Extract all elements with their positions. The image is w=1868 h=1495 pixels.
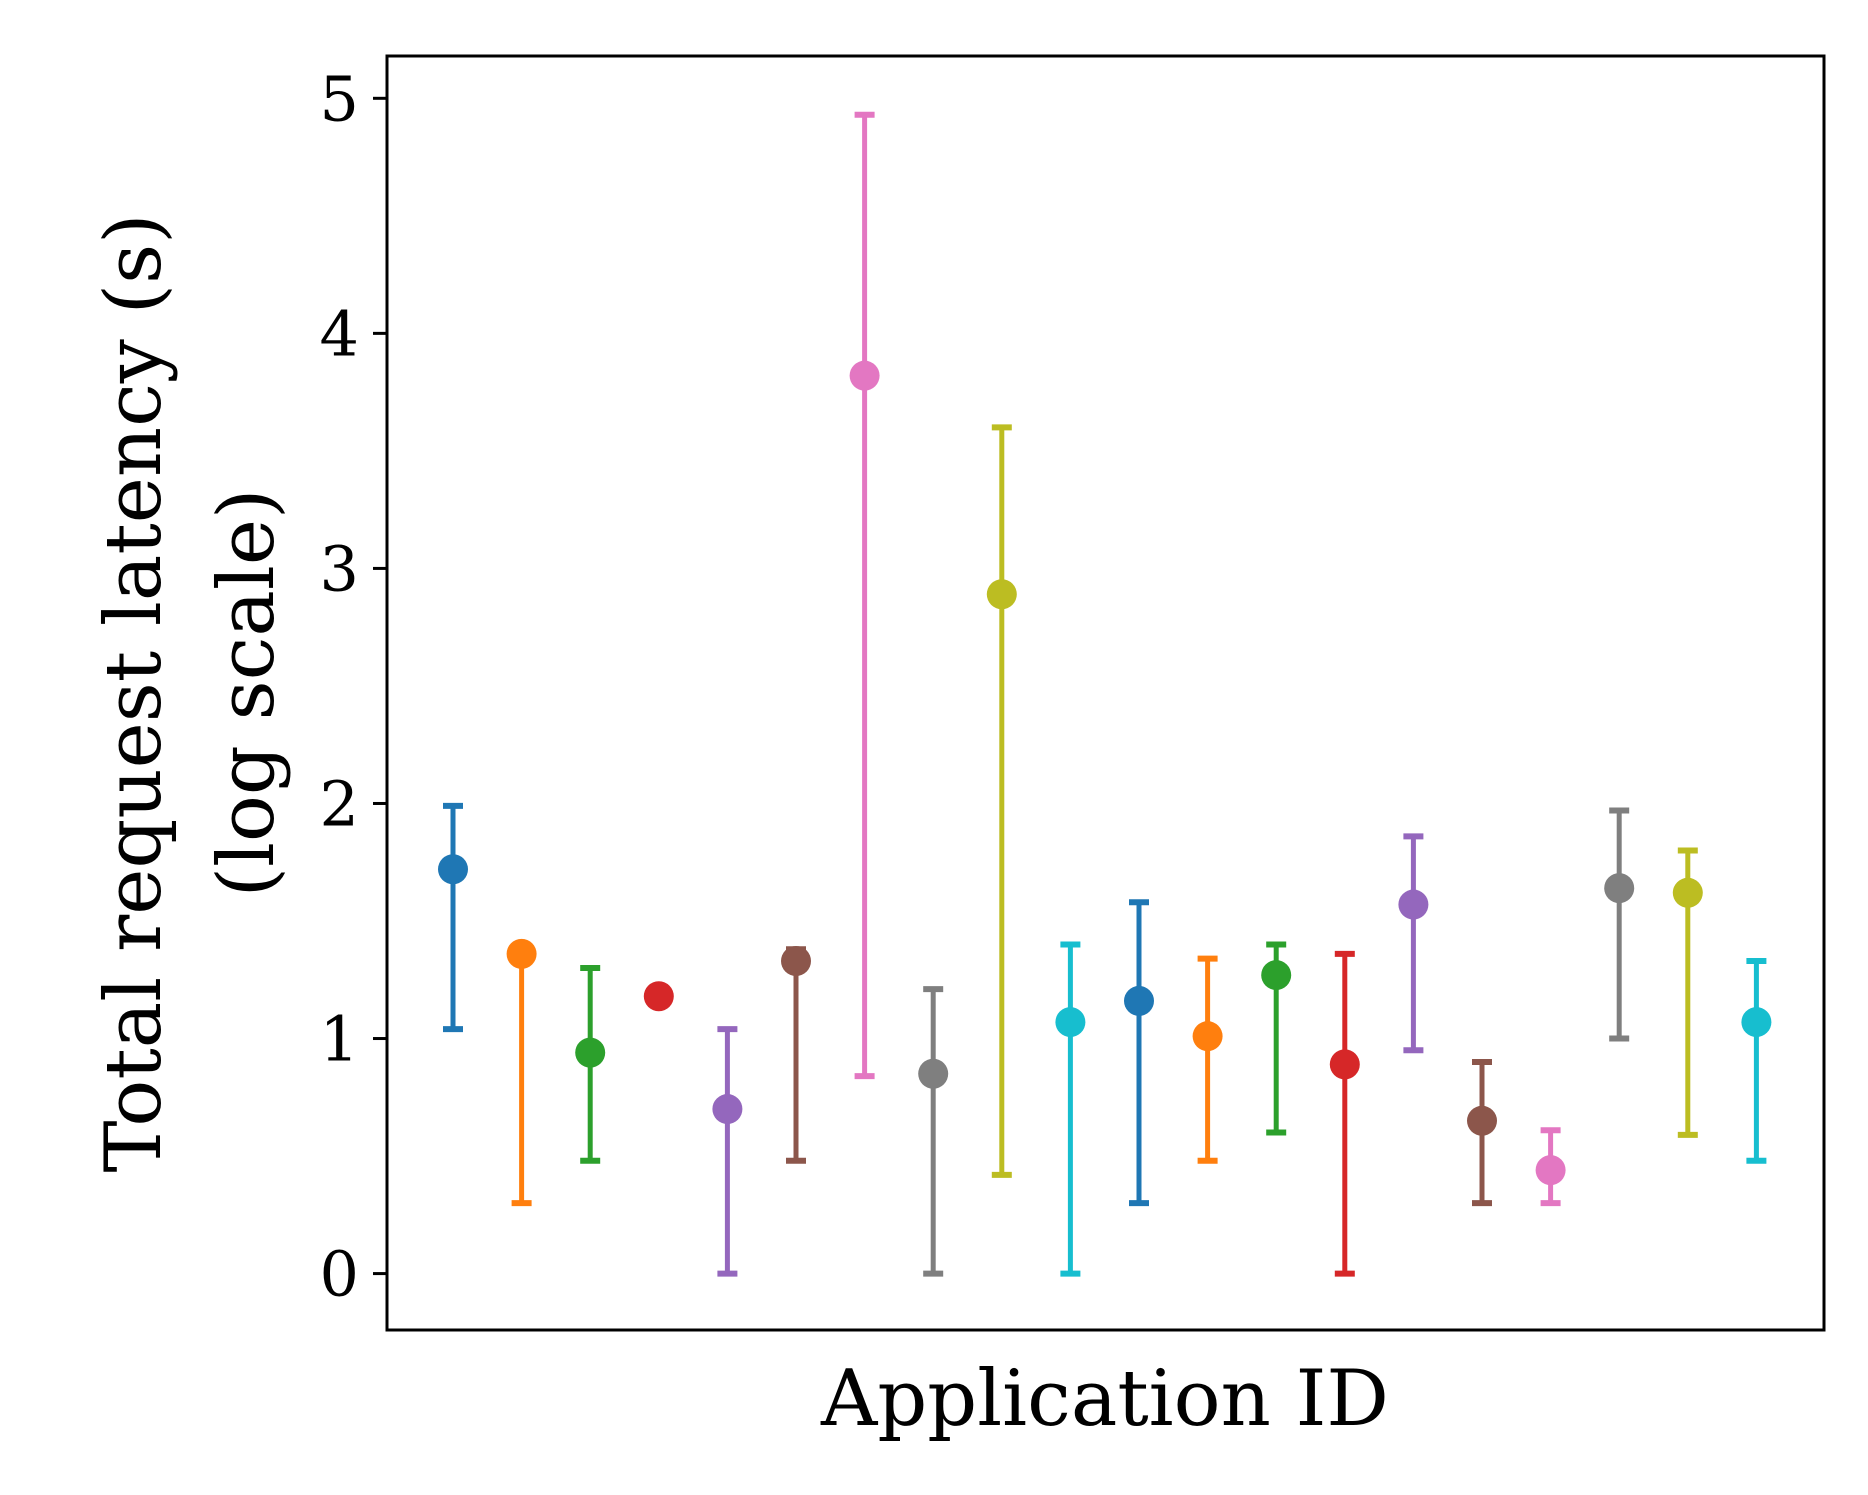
data-point-marker — [1124, 985, 1154, 1016]
y-tick-label: 2 — [320, 767, 359, 840]
errorbar-point — [1535, 1127, 1566, 1207]
errorbar-point — [575, 965, 606, 1164]
data-point-marker — [1604, 873, 1635, 904]
data-point-marker — [1398, 889, 1429, 920]
data-point-marker — [1467, 1105, 1497, 1136]
errorbar-point — [712, 1026, 743, 1277]
data-point-marker — [1741, 1007, 1772, 1038]
y-axis: 0 1 2 3 4 5 — [320, 62, 387, 1311]
errorbar-point — [506, 938, 537, 1207]
data-point-marker — [506, 938, 537, 969]
data-point-marker — [781, 945, 811, 976]
y-tick-label: 5 — [320, 62, 359, 135]
y-tick-label: 0 — [320, 1238, 359, 1311]
errorbar-point — [1261, 941, 1292, 1136]
data-point-marker — [1535, 1155, 1566, 1186]
data-point-marker — [1329, 1049, 1360, 1080]
y-axis-label-line2: (log scale) — [202, 489, 292, 898]
errorbar-point — [1741, 957, 1772, 1164]
data-point-marker — [438, 854, 468, 885]
y-tick-label: 1 — [320, 1003, 359, 1076]
errorbar-point — [1672, 847, 1703, 1138]
errorbar-point — [1604, 807, 1635, 1042]
errorbar-point — [438, 802, 468, 1033]
errorbar-point — [1398, 833, 1429, 1054]
errorbar-point — [918, 986, 949, 1277]
errorbar-point — [849, 111, 880, 1080]
data-point-marker — [1672, 877, 1703, 908]
errorbar-point — [986, 424, 1017, 1178]
data-point-marker — [575, 1037, 606, 1068]
data-point-marker — [1261, 960, 1292, 991]
errorbar-point — [1329, 950, 1360, 1277]
data-point-marker — [849, 360, 880, 391]
plot-frame — [385, 54, 1826, 1332]
errorbar-point — [781, 945, 811, 1164]
data-point-marker — [1192, 1021, 1223, 1052]
y-tick-label: 3 — [320, 532, 359, 605]
data-point-marker — [643, 981, 674, 1012]
y-axis-label-line1: Total request latency (s) — [89, 213, 179, 1172]
x-axis-label: Application ID — [820, 1354, 1389, 1444]
data-point-marker — [712, 1094, 743, 1125]
errorbar-point — [1124, 899, 1154, 1207]
errorbar-point — [1192, 955, 1223, 1164]
errorbar-point — [643, 981, 674, 1012]
data-point-marker — [986, 579, 1017, 610]
y-tick-label: 4 — [320, 297, 359, 370]
data-point-marker — [1055, 1007, 1086, 1038]
data-marks — [438, 111, 1772, 1277]
data-point-marker — [918, 1058, 949, 1089]
errorbar-point — [1467, 1059, 1497, 1207]
errorbar-point — [1055, 941, 1086, 1277]
